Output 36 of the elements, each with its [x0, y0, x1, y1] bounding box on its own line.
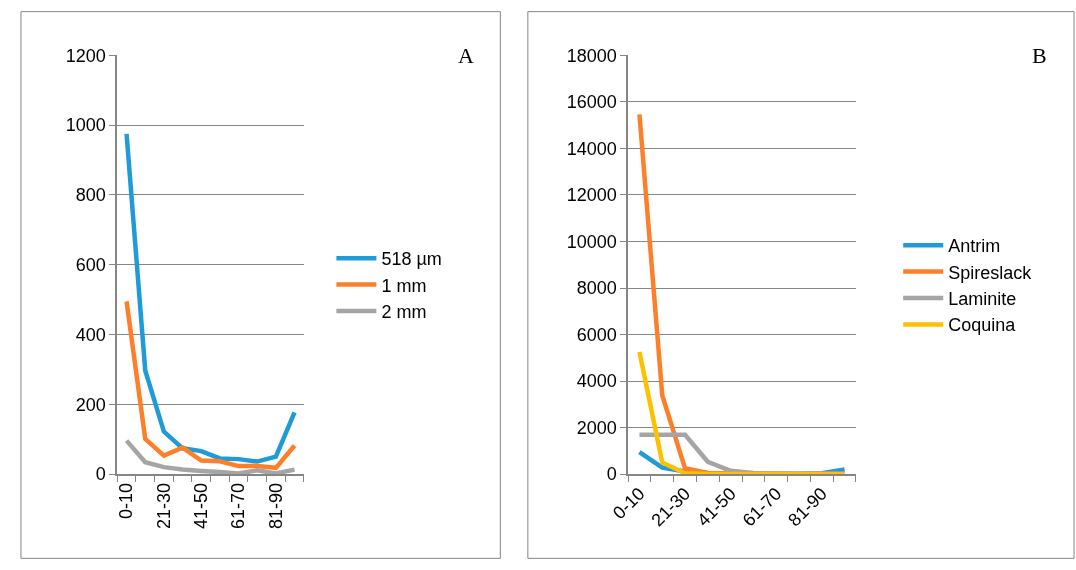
y-tick-label: 6000 — [576, 324, 617, 345]
x-tick-label: 61-70 — [228, 483, 249, 530]
y-tick-label: 10000 — [566, 231, 617, 252]
y-tick-label: 1000 — [65, 115, 106, 136]
y-tick-label: 1200 — [65, 45, 106, 66]
text: B — [1032, 43, 1047, 68]
y-tick-label: 600 — [75, 255, 106, 276]
x-tick-label: 41-50 — [191, 483, 212, 530]
legend-label: Coquina — [948, 315, 1017, 336]
legend-label: Spireslack — [948, 262, 1033, 283]
y-tick-label: 2000 — [576, 417, 617, 438]
y-tick-label: 4000 — [576, 371, 617, 392]
x-tick-label: 81-90 — [265, 483, 286, 530]
legend-label: Laminite — [948, 289, 1017, 310]
y-tick-label: 400 — [75, 324, 106, 345]
legend-label: 2 mm — [381, 302, 427, 323]
x-tick-label: 21-30 — [153, 483, 174, 530]
legend-label: 1 mm — [381, 275, 427, 296]
y-tick-label: 800 — [75, 185, 106, 206]
y-tick-label: 14000 — [566, 138, 617, 159]
legend-label: Antrim — [948, 236, 1001, 257]
text: A — [458, 43, 474, 68]
y-tick-label: 8000 — [576, 278, 617, 299]
line-series — [124, 299, 297, 471]
x-tick-label: 0-10 — [116, 483, 137, 520]
line-series — [637, 349, 847, 475]
y-tick-label: 12000 — [566, 185, 617, 206]
y-tick-label: 16000 — [566, 92, 617, 113]
y-tick-label: 0 — [95, 464, 106, 485]
x-tick-label: 0-10 — [609, 483, 649, 524]
y-tick-label: 200 — [75, 394, 106, 415]
line-series — [124, 131, 297, 464]
legend-label: 518 µm — [381, 249, 442, 270]
y-tick-label: 0 — [606, 464, 617, 485]
y-tick-label: 18000 — [566, 45, 617, 66]
line-series — [124, 438, 297, 475]
